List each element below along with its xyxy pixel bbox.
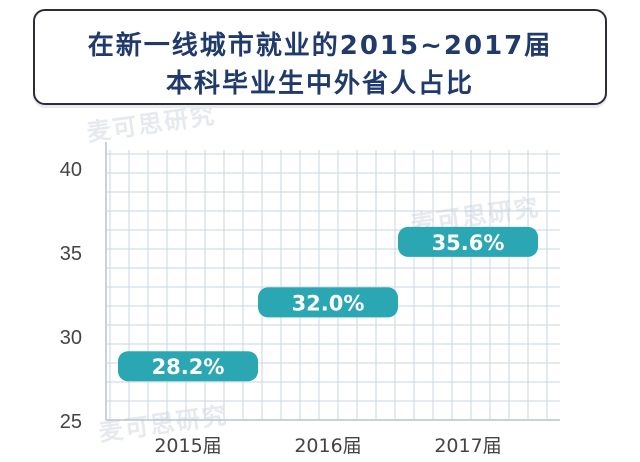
- bar-value-label: 35.6%: [432, 231, 505, 255]
- y-tick-label: 40: [60, 159, 82, 181]
- y-tick-label: 25: [60, 411, 82, 433]
- x-tick-label: 2016届: [294, 435, 361, 457]
- x-tick-label: 2017届: [434, 435, 501, 457]
- x-tick-label: 2015届: [154, 435, 221, 457]
- y-tick-label: 35: [60, 243, 82, 265]
- chart-title-line-1: 在新一线城市就业的2015~2017届: [87, 31, 553, 61]
- bar-value-label: 32.0%: [292, 291, 365, 315]
- title-box: 在新一线城市就业的2015~2017届 本科毕业生中外省人占比: [33, 9, 607, 105]
- bar: [258, 287, 398, 318]
- bar: [398, 226, 538, 257]
- bar-value-label: 28.2%: [152, 355, 225, 379]
- bar: [118, 351, 258, 382]
- y-tick-label: 30: [60, 327, 82, 349]
- chart-title-line-2: 本科毕业生中外省人占比: [165, 69, 474, 99]
